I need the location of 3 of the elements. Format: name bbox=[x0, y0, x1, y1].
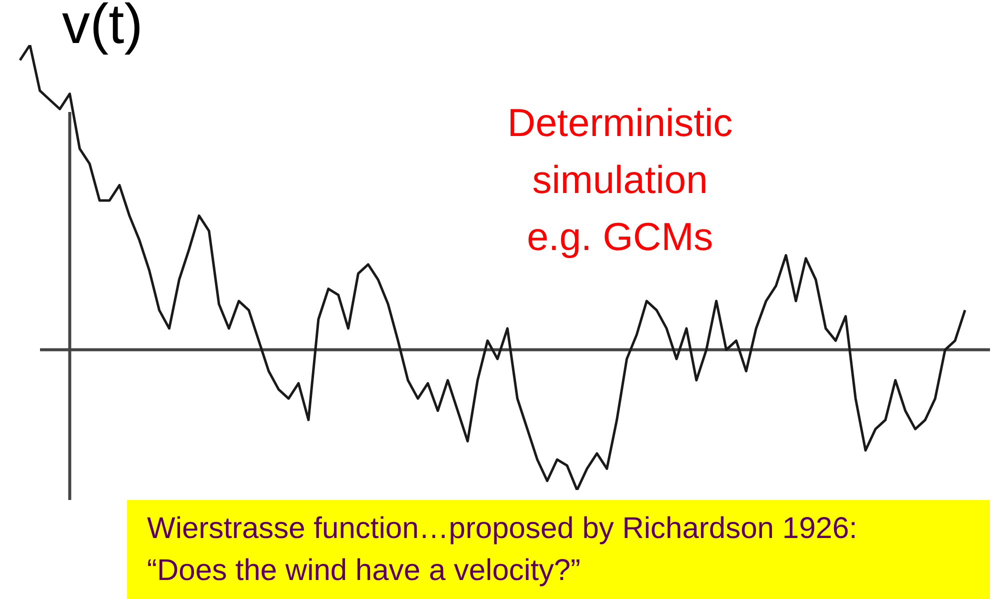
annotation: Deterministic simulation e.g. GCMs bbox=[506, 101, 734, 261]
text: Wierstrasse function…proposed by Richardson 1926: “Does the wind have a velocity?” bbox=[127, 500, 990, 599]
y-axis-title: v(t) bbox=[62, 0, 143, 55]
